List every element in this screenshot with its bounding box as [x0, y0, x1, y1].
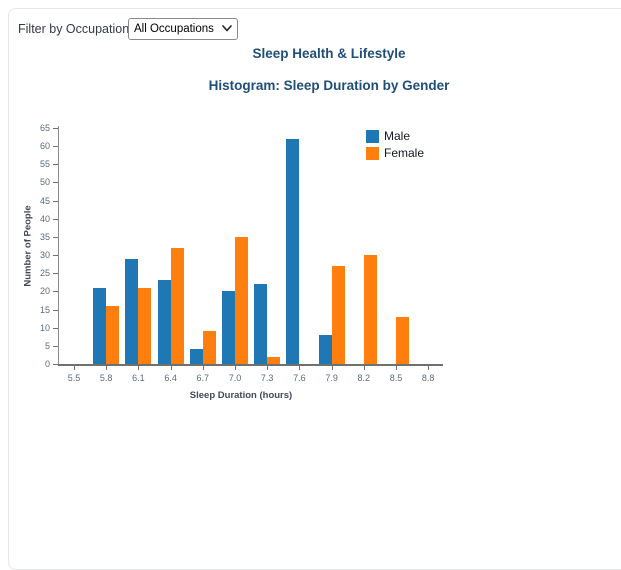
- x-axis-title: Sleep Duration (hours): [189, 390, 293, 401]
- x-tick-label: 8.5: [389, 373, 403, 383]
- y-tick-label: 55: [39, 159, 50, 170]
- y-tick-label: 60: [39, 141, 50, 152]
- bar-female-7.0: [235, 236, 248, 364]
- x-tick-mark: [267, 365, 269, 370]
- chart-title: Histogram: Sleep Duration by Gender: [208, 78, 450, 93]
- bar-female-5.8: [106, 305, 120, 364]
- x-tick-label: 5.8: [99, 373, 113, 383]
- y-tick-label: 45: [39, 195, 50, 206]
- x-tick-label: 6.4: [164, 373, 177, 383]
- y-tick-mark: [53, 327, 58, 329]
- y-tick-label: 10: [39, 322, 50, 333]
- bar-male-7.9: [318, 334, 332, 364]
- legend-swatch-female: [366, 146, 379, 160]
- x-tick-mark: [106, 365, 108, 370]
- x-tick-label: 7.3: [260, 373, 274, 383]
- y-tick-mark: [53, 309, 58, 311]
- y-tick-mark: [53, 255, 58, 257]
- y-axis-line: [58, 126, 59, 365]
- bar-female-7.3: [267, 356, 281, 364]
- bar-female-7.9: [331, 265, 345, 364]
- legend-swatch-male: [366, 129, 379, 143]
- x-tick-mark: [138, 365, 140, 370]
- legend-label-male: Male: [384, 129, 411, 143]
- bar-male-7.6: [286, 138, 300, 364]
- x-tick-label: 7.0: [228, 373, 242, 383]
- y-tick-mark: [53, 364, 58, 365]
- y-tick-label: 0: [44, 359, 50, 369]
- bar-female-6.7: [202, 331, 216, 364]
- legend-item-female: Female: [366, 146, 424, 160]
- x-tick-mark: [299, 365, 301, 370]
- histogram-chart: Number of People Sleep Duration (hours) …: [9, 9, 621, 569]
- x-tick-label: 5.5: [67, 373, 81, 383]
- x-tick-mark: [202, 365, 204, 370]
- filter-occupation-label: Filter by Occupation:: [18, 22, 133, 36]
- x-tick-label: 6.7: [196, 373, 210, 383]
- x-tick-mark: [235, 365, 236, 370]
- x-tick-label: 8.8: [421, 373, 435, 383]
- y-tick-label: 30: [39, 250, 50, 261]
- occupation-select-wrap: All Occupations: [128, 18, 238, 40]
- bar-female-8.2: [363, 255, 377, 364]
- y-tick-mark: [53, 164, 58, 166]
- bar-male-6.4: [157, 280, 171, 364]
- y-tick-mark: [53, 273, 58, 275]
- bar-male-6.1: [125, 258, 139, 364]
- y-tick-mark: [53, 146, 58, 148]
- bar-female-6.4: [170, 247, 184, 364]
- y-tick-label: 35: [39, 231, 50, 242]
- x-tick-mark: [363, 365, 365, 370]
- occupation-select[interactable]: All Occupations: [128, 18, 238, 40]
- bar-male-5.8: [93, 287, 107, 364]
- y-tick-label: 40: [39, 213, 50, 224]
- bar-female-6.1: [138, 287, 152, 364]
- y-tick-mark: [53, 236, 58, 238]
- bar-male-6.7: [189, 349, 203, 364]
- legend-label-female: Female: [384, 146, 425, 160]
- x-axis-line: [58, 364, 443, 366]
- y-tick-mark: [53, 291, 58, 293]
- y-tick-mark: [53, 345, 58, 347]
- x-tick-mark: [396, 365, 397, 370]
- x-tick-mark: [170, 365, 172, 370]
- x-tick-label: 6.1: [132, 373, 145, 383]
- content-card: Filter by Occupation: All Occupations Sl…: [8, 8, 621, 570]
- bar-male-7.0: [222, 291, 235, 364]
- y-tick-mark: [53, 128, 58, 129]
- y-tick-label: 5: [44, 340, 50, 351]
- bar-female-8.5: [396, 316, 409, 364]
- x-tick-mark: [331, 365, 333, 370]
- x-tick-label: 7.9: [325, 373, 338, 383]
- x-tick-label: 8.2: [357, 373, 371, 383]
- legend-item-male: Male: [366, 129, 424, 143]
- x-tick-mark: [428, 365, 430, 370]
- y-tick-label: 15: [39, 304, 50, 315]
- y-tick-mark: [53, 200, 58, 202]
- x-tick-mark: [74, 365, 75, 370]
- chart-legend: Male Female: [366, 129, 424, 163]
- y-tick-mark: [53, 182, 58, 184]
- y-tick-mark: [53, 218, 58, 220]
- y-tick-label: 25: [39, 268, 50, 279]
- x-tick-label: 7.6: [293, 373, 306, 383]
- y-tick-label: 65: [39, 123, 50, 133]
- bar-male-7.3: [254, 284, 268, 364]
- y-tick-label: 20: [39, 286, 50, 297]
- page-title: Sleep Health & Lifestyle: [252, 46, 406, 61]
- y-tick-label: 50: [39, 177, 50, 188]
